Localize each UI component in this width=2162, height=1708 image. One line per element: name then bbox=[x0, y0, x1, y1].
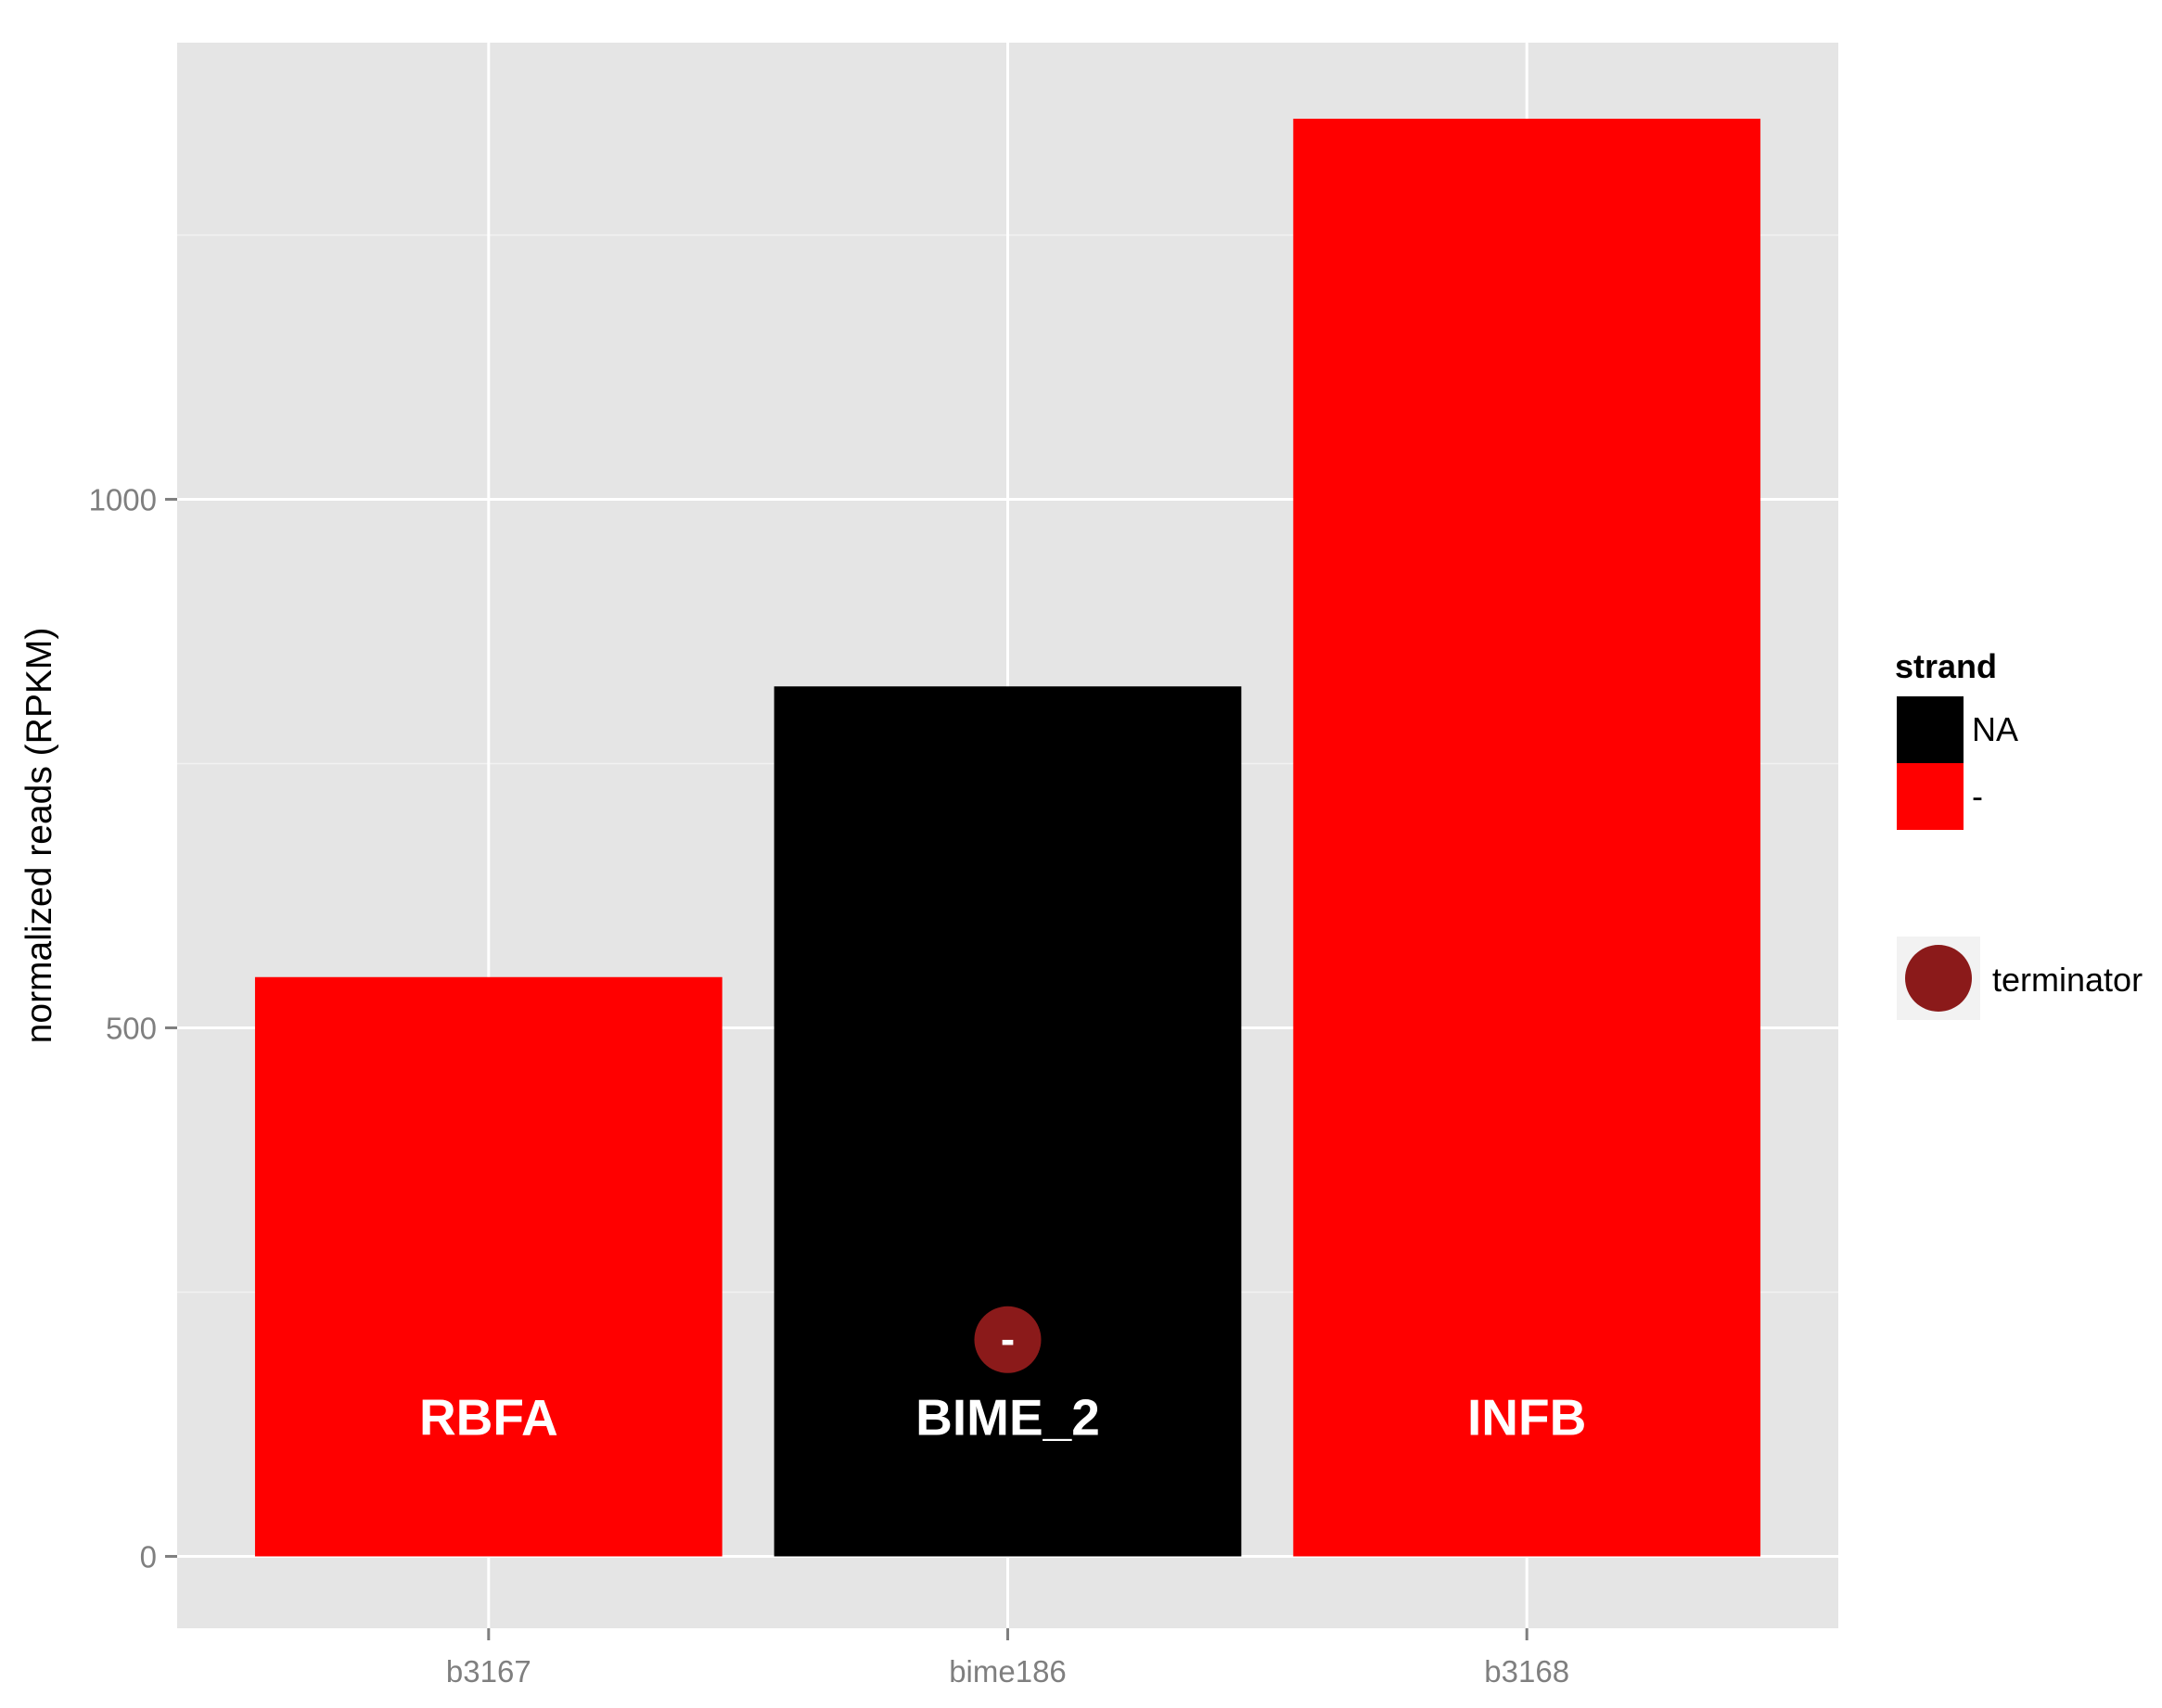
y-axis: 0 500 1000 bbox=[89, 482, 177, 1574]
y-tick-label: 500 bbox=[106, 1011, 157, 1045]
y-tick-label: 1000 bbox=[89, 482, 157, 516]
terminator-marker bbox=[974, 1306, 1042, 1373]
terminator-strand-symbol: - bbox=[1001, 1315, 1015, 1363]
terminator-annotations: - bbox=[974, 1306, 1042, 1373]
y-tick-label: 0 bbox=[140, 1539, 157, 1574]
x-tick-label: bime186 bbox=[949, 1654, 1067, 1689]
bar-b3168 bbox=[1293, 119, 1761, 1557]
bar-label: RBFA bbox=[419, 1388, 558, 1446]
legend-swatch-fill bbox=[1897, 696, 1964, 763]
x-tick-label: b3167 bbox=[446, 1654, 531, 1689]
legend-title: strand bbox=[1895, 647, 1997, 685]
legend: strand NA - terminator bbox=[1895, 647, 2143, 1020]
legend-entries: NA - bbox=[1897, 696, 2018, 830]
terminator-legend-marker bbox=[1905, 945, 1972, 1012]
bar-label: INFB bbox=[1467, 1388, 1586, 1446]
bar-bime186 bbox=[774, 686, 1242, 1557]
x-tick-label: b3168 bbox=[1484, 1654, 1569, 1689]
bars bbox=[254, 119, 1761, 1557]
x-axis: b3167 bime186 b3168 bbox=[446, 1628, 1569, 1689]
bar-b3167 bbox=[254, 976, 723, 1557]
bar-labels: RBFA BIME_2 INFB bbox=[419, 1388, 1586, 1446]
legend-label: - bbox=[1972, 777, 1983, 815]
bar-label: BIME_2 bbox=[915, 1388, 1100, 1446]
legend-label-terminator: terminator bbox=[1992, 961, 2143, 999]
legend-swatch-fill bbox=[1897, 763, 1964, 830]
y-axis-title: normalized reads (RPKM) bbox=[19, 628, 59, 1044]
legend-label: NA bbox=[1972, 710, 2018, 748]
